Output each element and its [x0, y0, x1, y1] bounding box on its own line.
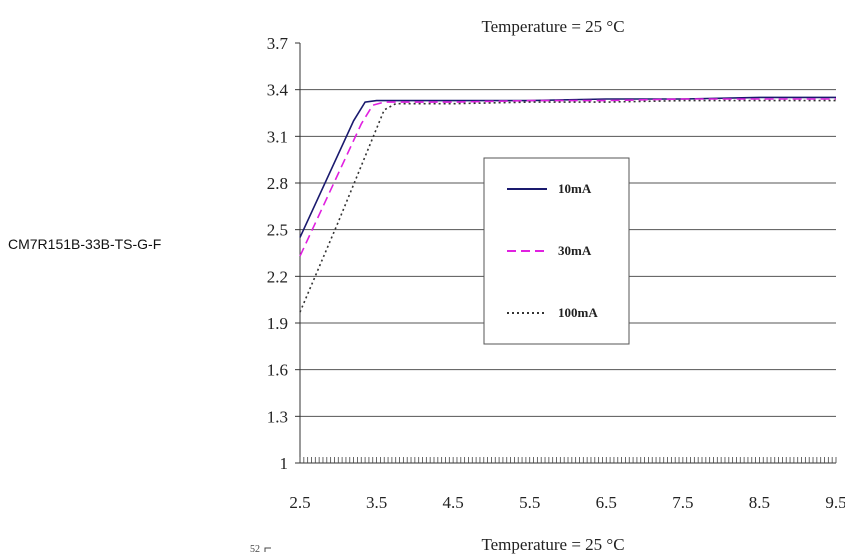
- chart-title: Temperature = 25 °C: [481, 17, 624, 36]
- series-line-30ma: [299, 98, 836, 257]
- legend: 10mA 30mA 100mA: [483, 157, 630, 345]
- axes: [295, 42, 837, 464]
- x-tick-label: 2.5: [289, 493, 310, 512]
- legend-label: 100mA: [558, 305, 598, 320]
- x-tick-label: 3.5: [366, 493, 387, 512]
- y-tick-label: 1.9: [267, 314, 288, 333]
- y-tick-label: 2.5: [267, 221, 288, 240]
- y-tick-label: 2.2: [267, 267, 288, 286]
- y-tick-label: 3.7: [267, 34, 289, 53]
- y-tick-label: 3.4: [267, 81, 289, 100]
- x-tick-label: 5.5: [519, 493, 540, 512]
- next-panel-axis-corner: [264, 547, 271, 552]
- legend-label: 30mA: [558, 243, 592, 258]
- y-tick-label: 1.6: [267, 361, 288, 380]
- x-tick-label: 6.5: [596, 493, 617, 512]
- legend-box: [483, 157, 630, 345]
- x-tick-label: 7.5: [672, 493, 693, 512]
- y-tick-label: 3.1: [267, 127, 288, 146]
- legend-label: 10mA: [558, 181, 592, 196]
- next-panel-title: Temperature = 25 °C: [481, 535, 624, 554]
- y-tick-label: 1.3: [267, 407, 288, 426]
- x-tick-label: 9.5: [825, 493, 845, 512]
- product-model-label: CM7R151B-33B-TS-G-F: [8, 236, 162, 252]
- y-tick-label: 1: [280, 454, 289, 473]
- x-tick-label: 8.5: [749, 493, 770, 512]
- series-lines: [299, 96, 836, 313]
- tick-labels: 1 1.3 1.6 1.9 2.2 2.5 2.8 3.1 3.4 3.7 2.5 3.5 4.5 5.5…: [267, 34, 845, 512]
- next-panel-tick: 52: [250, 544, 260, 555]
- x-tick-label: 4.5: [443, 493, 464, 512]
- y-tick-label: 2.8: [267, 174, 288, 193]
